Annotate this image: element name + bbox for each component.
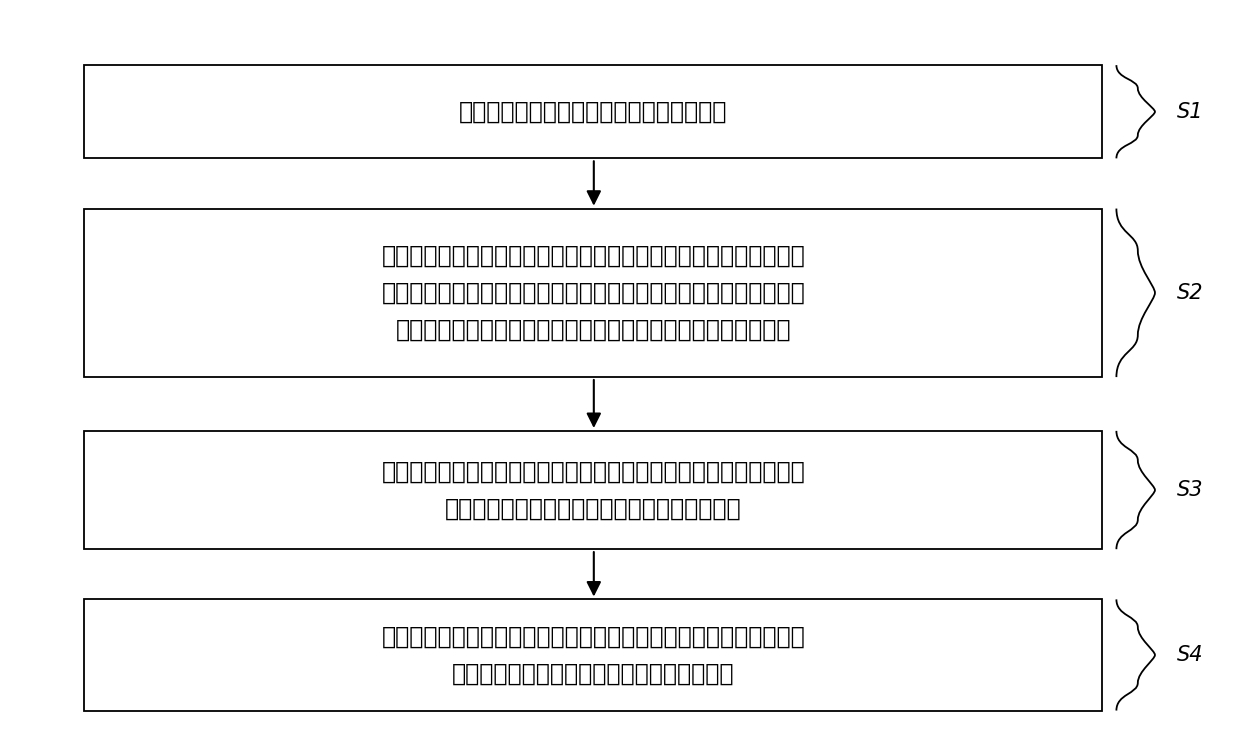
- Text: 在惯组车长寻北或发射流程寻北完成进入系统导航状态时，实时读取
惯组棱镜方位角和棱镜不水平度，三测量头瞄控仪下光管准直偏差角
，卫星棱镜方位角和棱镜不水平度，瞄准: 在惯组车长寻北或发射流程寻北完成进入系统导航状态时，实时读取 惯组棱镜方位角和棱…: [382, 244, 805, 342]
- FancyBboxPatch shape: [84, 208, 1102, 377]
- Text: S4: S4: [1177, 645, 1203, 665]
- Text: 利用读取的数据实时计算基于惯性的弹上棱镜法线方位角，基于卫星
数据的弹上棱镜法线方位角，及光管光轴俯仰角: 利用读取的数据实时计算基于惯性的弹上棱镜法线方位角，基于卫星 数据的弹上棱镜法线…: [382, 459, 805, 521]
- FancyBboxPatch shape: [84, 65, 1102, 158]
- Text: S2: S2: [1177, 283, 1203, 303]
- FancyBboxPatch shape: [84, 431, 1102, 549]
- Text: 根据基于惯性的弹上棱镜法线方位角，基于卫星数据的弹上棱镜法线
方位角，及光管光轴俯仰角进行定位瞄准控制: 根据基于惯性的弹上棱镜法线方位角，基于卫星数据的弹上棱镜法线 方位角，及光管光轴…: [382, 624, 805, 686]
- Text: S3: S3: [1177, 480, 1203, 500]
- Text: 基于龙芯处理器定瞄计算机读取瞄准仪参数: 基于龙芯处理器定瞄计算机读取瞄准仪参数: [459, 100, 728, 124]
- FancyBboxPatch shape: [84, 599, 1102, 710]
- Text: S1: S1: [1177, 102, 1203, 122]
